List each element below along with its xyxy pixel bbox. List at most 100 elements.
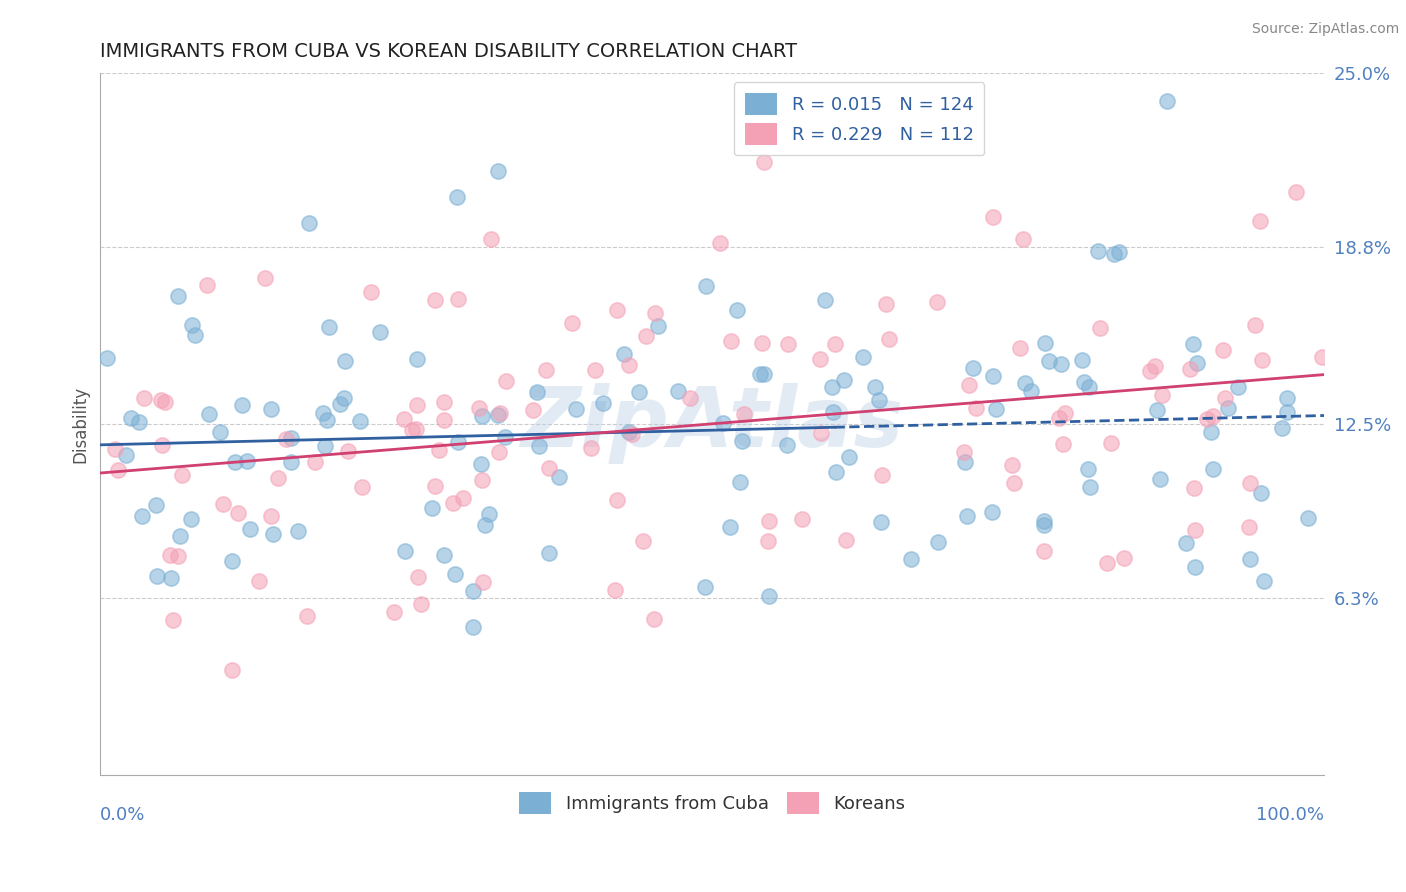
Point — [1249, 214, 1271, 228]
Point — [756, 533, 779, 548]
Point — [666, 384, 689, 398]
Point — [1033, 336, 1056, 351]
Point — [370, 325, 392, 339]
Point — [981, 369, 1004, 384]
Point — [360, 285, 382, 300]
Point — [643, 612, 665, 626]
Point — [751, 335, 773, 350]
Point — [336, 444, 359, 458]
Point — [877, 332, 900, 346]
Point — [167, 549, 190, 564]
Point — [1108, 245, 1130, 260]
Point — [538, 460, 561, 475]
Point — [235, 453, 257, 467]
Point — [585, 363, 607, 377]
Point — [1011, 232, 1033, 246]
Point — [145, 499, 167, 513]
Point — [962, 360, 984, 375]
Point — [474, 518, 496, 533]
Point — [488, 409, 510, 423]
Point — [488, 445, 510, 459]
Point — [617, 425, 640, 440]
Point — [447, 434, 470, 449]
Point — [280, 454, 302, 468]
Point — [627, 384, 650, 399]
Point — [1277, 391, 1299, 405]
Point — [1052, 437, 1074, 451]
Point — [1199, 425, 1222, 439]
Point — [1185, 356, 1208, 370]
Point — [824, 336, 846, 351]
Point — [479, 231, 502, 245]
Point — [852, 350, 875, 364]
Point — [444, 566, 467, 581]
Point — [838, 450, 860, 464]
Point — [965, 401, 987, 415]
Point — [276, 432, 298, 446]
Point — [260, 401, 283, 416]
Point — [150, 438, 173, 452]
Point — [471, 409, 494, 423]
Point — [239, 522, 262, 536]
Point — [1253, 574, 1275, 588]
Point — [266, 471, 288, 485]
Point — [429, 443, 451, 458]
Point — [1197, 411, 1219, 425]
Point — [254, 271, 277, 285]
Point — [1078, 380, 1101, 394]
Point — [1071, 353, 1094, 368]
Point — [1078, 480, 1101, 494]
Point — [162, 613, 184, 627]
Point — [981, 505, 1004, 519]
Point — [731, 434, 754, 448]
Point — [1014, 376, 1036, 390]
Y-axis label: Disability: Disability — [72, 385, 89, 463]
Point — [231, 398, 253, 412]
Point — [1250, 353, 1272, 368]
Point — [224, 455, 246, 469]
Point — [318, 320, 340, 334]
Point — [733, 407, 755, 421]
Point — [146, 569, 169, 583]
Point — [114, 448, 136, 462]
Point — [927, 295, 949, 310]
Point — [758, 514, 780, 528]
Point — [1073, 375, 1095, 389]
Point — [433, 395, 456, 409]
Point — [155, 395, 177, 409]
Point — [1184, 560, 1206, 574]
Point — [441, 496, 464, 510]
Text: 100.0%: 100.0% — [1256, 806, 1324, 824]
Point — [1004, 475, 1026, 490]
Point — [1243, 318, 1265, 332]
Point — [617, 358, 640, 372]
Point — [1050, 357, 1073, 371]
Point — [821, 379, 844, 393]
Point — [1008, 341, 1031, 355]
Point — [260, 508, 283, 523]
Point — [952, 445, 974, 459]
Point — [754, 367, 776, 381]
Point — [495, 374, 517, 388]
Point — [312, 406, 335, 420]
Point — [183, 328, 205, 343]
Point — [1021, 384, 1043, 399]
Point — [180, 318, 202, 332]
Point — [1218, 401, 1240, 416]
Point — [1097, 557, 1119, 571]
Text: IMMIGRANTS FROM CUBA VS KOREAN DISABILITY CORRELATION CHART: IMMIGRANTS FROM CUBA VS KOREAN DISABILIT… — [100, 42, 797, 61]
Point — [869, 515, 891, 529]
Point — [956, 509, 979, 524]
Point — [865, 380, 887, 394]
Point — [470, 457, 492, 471]
Point — [208, 425, 231, 439]
Point — [332, 391, 354, 405]
Point — [104, 442, 127, 456]
Point — [1156, 95, 1178, 109]
Point — [612, 347, 634, 361]
Point — [644, 306, 666, 320]
Point — [526, 384, 548, 399]
Point — [825, 465, 848, 479]
Point — [226, 507, 249, 521]
Point — [955, 455, 977, 469]
